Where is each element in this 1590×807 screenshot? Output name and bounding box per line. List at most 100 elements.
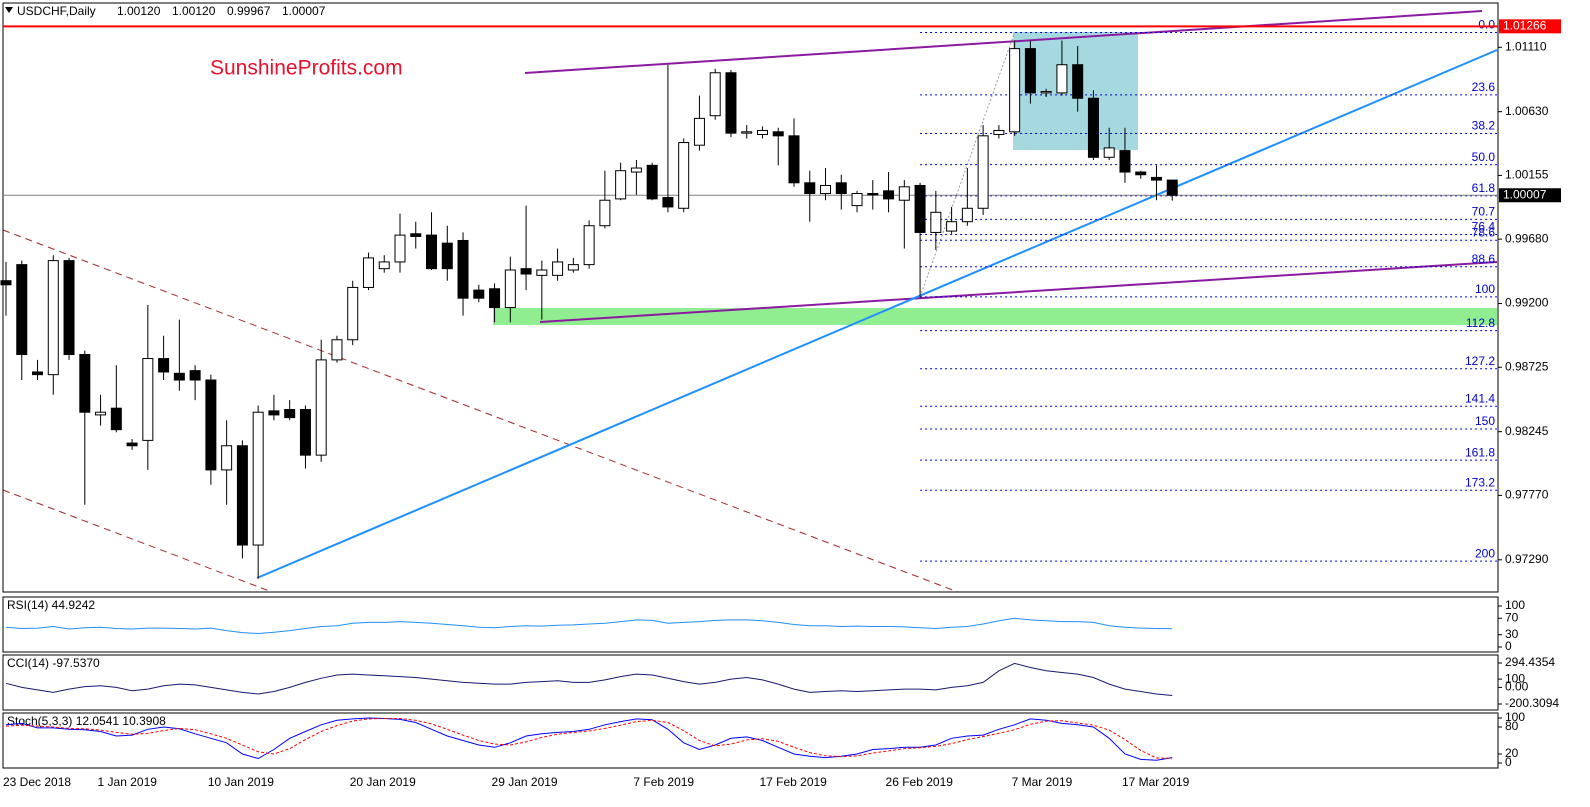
support-line (256, 49, 1498, 579)
candle-body (1072, 64, 1084, 99)
x-tick-label: 20 Jan 2019 (350, 775, 416, 789)
candle-body (268, 410, 280, 416)
wedge-upper (524, 10, 1483, 74)
fib-label: 100 (1475, 282, 1495, 296)
candle-body (457, 239, 469, 299)
fib-label: 78.6 (1472, 225, 1496, 239)
fib-label: 150 (1475, 414, 1495, 428)
panel-frame (2, 654, 1499, 711)
y-tick-label: 30 (1505, 627, 1519, 641)
y-tick-label: 0 (1505, 639, 1512, 653)
y-tick-label: 0.00 (1505, 680, 1529, 694)
y-tick-label: 0.99680 (1505, 231, 1549, 245)
fib-label: 23.6 (1472, 80, 1496, 94)
ohlc-low: 0.99967 (227, 4, 271, 18)
candle-body (158, 358, 170, 373)
x-tick-label: 23 Dec 2018 (3, 775, 71, 789)
candle-body (883, 190, 895, 200)
candle-body (126, 442, 138, 447)
candle-body (236, 445, 248, 546)
fib-label: 70.7 (1472, 205, 1496, 219)
x-tick-label: 29 Jan 2019 (492, 775, 558, 789)
ohlc-close: 1.00007 (282, 4, 326, 18)
x-tick-label: 7 Mar 2019 (1012, 775, 1073, 789)
candle-body (772, 131, 784, 137)
fib-label: 112.8 (1466, 316, 1495, 330)
candle-body (583, 225, 595, 266)
candle-body (32, 371, 44, 376)
x-tick-label: 26 Feb 2019 (886, 775, 954, 789)
candle-body (47, 260, 59, 376)
indicator-line (5, 617, 1173, 635)
fib-label: 61.8 (1472, 181, 1496, 195)
candle-body (615, 170, 627, 200)
header-arrow (5, 7, 13, 13)
candle-body (378, 261, 390, 270)
candle-body (804, 182, 816, 195)
price-box (1499, 188, 1561, 203)
candle-body (1119, 150, 1131, 173)
indicator-title: Stoch(5,3,3) 12.0541 10.3908 (7, 714, 166, 728)
channel-upper (2, 229, 959, 593)
candle-body (473, 289, 485, 299)
y-tick-label: 0.98245 (1505, 424, 1549, 438)
candle-body (441, 242, 453, 270)
candle-body (410, 233, 422, 237)
candle-body (362, 257, 374, 288)
candle-body (205, 379, 217, 471)
fib-label: 161.8 (1465, 445, 1495, 459)
candle-body (993, 129, 1005, 135)
candle-body (426, 234, 438, 270)
candle-body (189, 370, 201, 381)
candle-body (756, 129, 768, 135)
candle-body (977, 135, 989, 209)
candle-body (914, 184, 926, 233)
candle-body (820, 184, 832, 195)
candle-body (1103, 147, 1115, 158)
y-tick-label: 0.97770 (1505, 488, 1549, 502)
x-tick-label: 17 Feb 2019 (759, 775, 827, 789)
candle-body (567, 264, 579, 271)
price-label: 1.00007 (1503, 187, 1547, 201)
y-tick-label: 0 (1505, 755, 1512, 769)
indicator-line (5, 718, 1173, 759)
fib-label: 173.2 (1465, 475, 1495, 489)
y-tick-label: 100 (1505, 598, 1525, 612)
fib-label: 200 (1475, 546, 1495, 560)
candle-body (662, 197, 674, 208)
candle-body (835, 182, 847, 195)
candle-body (646, 164, 658, 200)
x-tick-label: 17 Mar 2019 (1122, 775, 1190, 789)
indicator-title: CCI(14) -97.5370 (7, 656, 100, 670)
candle-body (16, 264, 28, 356)
candle-body (1009, 48, 1021, 133)
y-tick-label: -200.3094 (1505, 696, 1559, 710)
candle-body (489, 288, 501, 309)
x-tick-label: 10 Jan 2019 (208, 775, 274, 789)
candle-body (1024, 48, 1036, 94)
panel-frame (2, 596, 1499, 653)
candle-body (1040, 91, 1052, 94)
candle-body (788, 135, 800, 184)
candle-body (851, 193, 863, 207)
y-tick-label: 1.01110 (1505, 39, 1547, 53)
candle-body (331, 339, 343, 361)
y-tick-label: 80 (1505, 719, 1519, 733)
indicator-line (5, 662, 1173, 696)
candle-body (221, 445, 233, 471)
x-tick-label: 1 Jan 2019 (98, 775, 158, 789)
fib-label: 38.2 (1472, 119, 1496, 133)
candle-body (63, 260, 75, 356)
y-tick-label: 70 (1505, 610, 1519, 624)
candle-body (315, 359, 327, 456)
wedge-lower (539, 261, 1498, 323)
candle-body (173, 372, 185, 381)
candle-body (898, 186, 910, 201)
fib-label: 0.0 (1478, 18, 1495, 32)
support-zone (493, 308, 1497, 325)
fib-label: 141.4 (1465, 391, 1495, 405)
fib-label: 50.0 (1472, 150, 1496, 164)
candle-body (79, 354, 91, 413)
indicator-line (5, 717, 1173, 761)
